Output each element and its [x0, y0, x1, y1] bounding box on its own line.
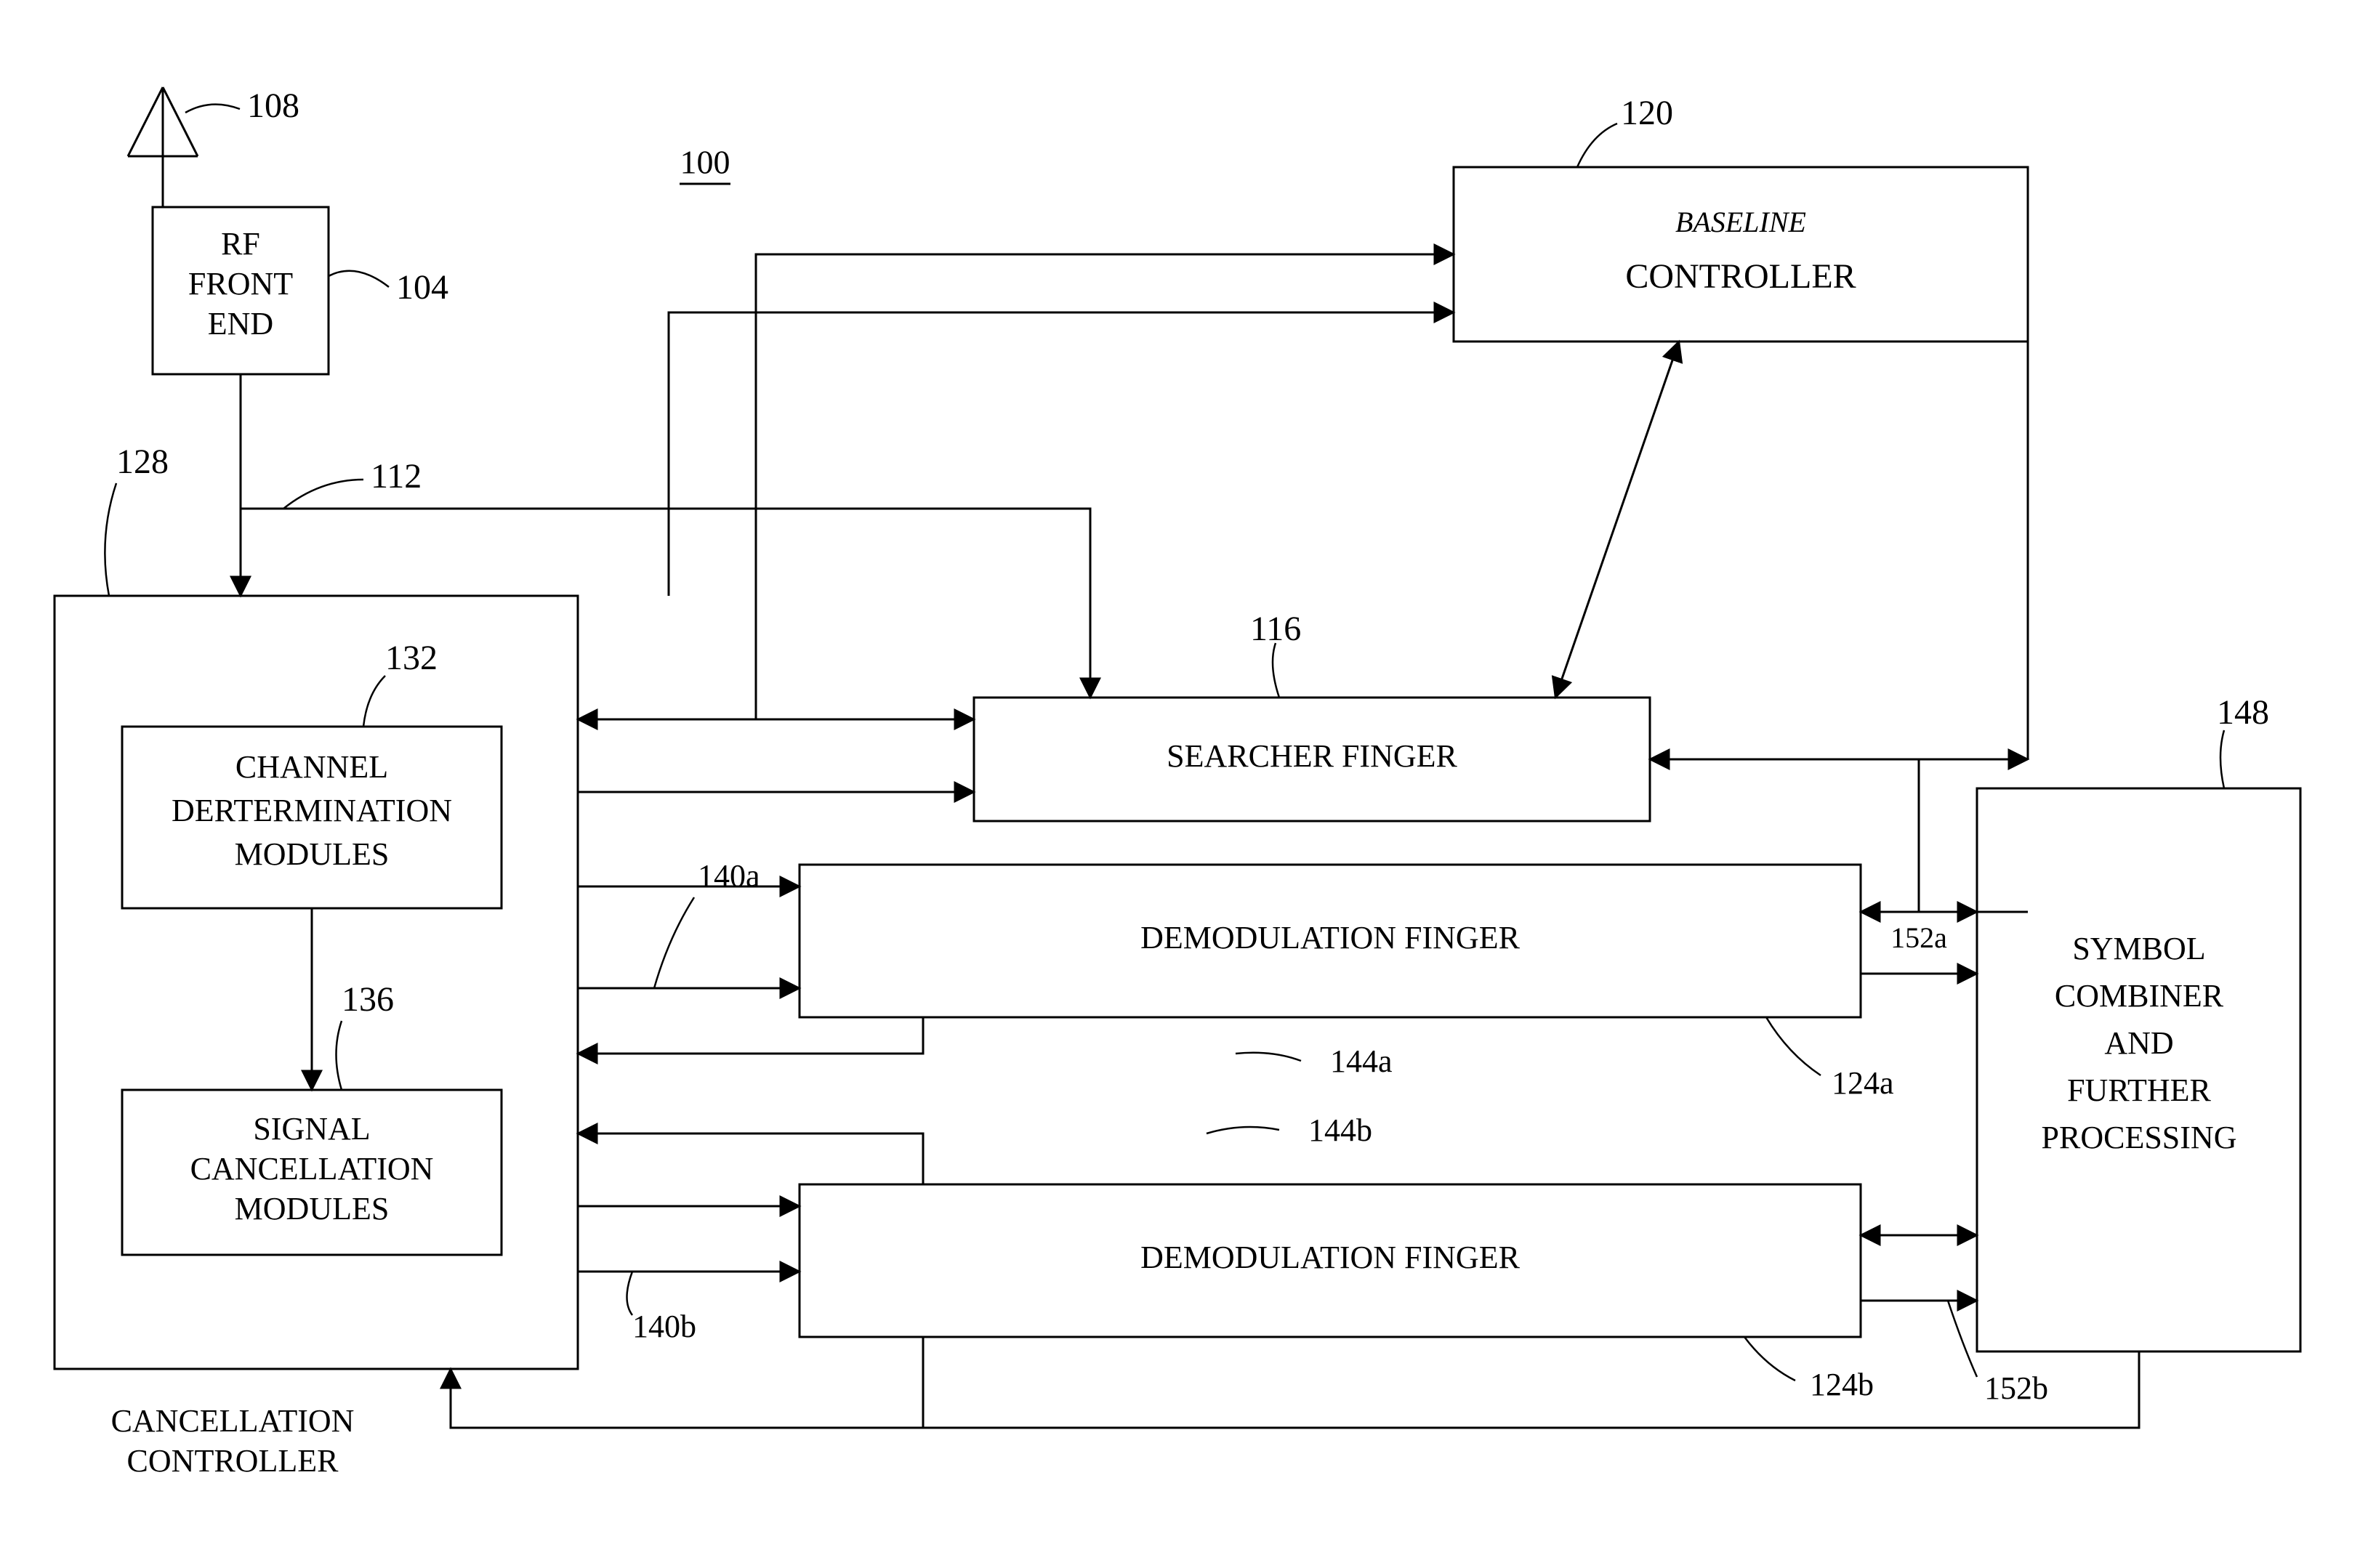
- block-diagram: RF FRONT END 100 BASELINE CONTROLLER CHA…: [0, 0, 2360, 1568]
- leader-144b: [1207, 1127, 1279, 1133]
- cancellation-controller-block: CHANNEL DERTERMINATION MODULES SIGNAL CA…: [55, 596, 578, 1479]
- ref-120: 120: [1621, 94, 1673, 132]
- svg-text:AND: AND: [2104, 1025, 2173, 1061]
- ref-152a: 152a: [1890, 921, 1947, 954]
- signal-cancellation-block: SIGNAL CANCELLATION MODULES: [122, 1090, 502, 1255]
- rf-front-end-label-1: RF: [221, 226, 260, 262]
- arrow-ctrl-searcher-diag: [1555, 342, 1679, 698]
- ref-108: 108: [247, 86, 299, 125]
- svg-text:CHANNEL: CHANNEL: [235, 749, 388, 785]
- demodulation-finger-b-block: DEMODULATION FINGER: [800, 1184, 1861, 1337]
- baseline-print-label: CONTROLLER: [1625, 257, 1856, 296]
- leader-112: [283, 480, 363, 509]
- leader-128: [105, 483, 116, 596]
- arrow-144b: [578, 1133, 923, 1184]
- ref-136: 136: [342, 980, 394, 1019]
- ref-112: 112: [371, 457, 422, 496]
- rf-front-end-block: RF FRONT END: [153, 207, 329, 374]
- leader-140a: [654, 897, 694, 988]
- ref-124a: 124a: [1832, 1065, 1894, 1101]
- rf-front-end-label-3: END: [208, 306, 273, 342]
- leader-144a: [1236, 1053, 1301, 1061]
- leader-140b: [627, 1272, 633, 1315]
- leader-148: [2220, 730, 2224, 788]
- ref-140b: 140b: [632, 1309, 696, 1344]
- svg-text:DERTERMINATION: DERTERMINATION: [172, 793, 452, 828]
- baseline-controller-block: BASELINE CONTROLLER: [1454, 167, 2028, 342]
- svg-text:PROCESSING: PROCESSING: [2042, 1120, 2237, 1155]
- arrow-144a: [578, 1017, 923, 1054]
- figure-number: 100: [680, 144, 730, 184]
- arrow-feedback: [451, 1351, 2139, 1428]
- leader-108: [185, 105, 240, 113]
- svg-text:SEARCHER FINGER: SEARCHER FINGER: [1167, 738, 1457, 774]
- cancellation-controller-caption-1: CANCELLATION: [111, 1403, 355, 1439]
- arrow-cc-to-ctrl: [669, 312, 1454, 596]
- svg-text:CANCELLATION: CANCELLATION: [190, 1151, 434, 1187]
- ref-116: 116: [1250, 610, 1301, 648]
- svg-text:DEMODULATION FINGER: DEMODULATION FINGER: [1140, 920, 1521, 955]
- rf-front-end-label-2: FRONT: [188, 266, 293, 302]
- leader-120: [1577, 124, 1617, 167]
- leader-104: [329, 271, 389, 287]
- svg-text:SYMBOL: SYMBOL: [2072, 931, 2205, 966]
- ref-124b: 124b: [1810, 1367, 1874, 1402]
- ref-140a: 140a: [698, 858, 760, 894]
- leader-116: [1273, 643, 1279, 698]
- leader-124a: [1766, 1017, 1821, 1075]
- arrow-searcherline-to-ctrl: [756, 254, 1454, 719]
- svg-text:COMBINER: COMBINER: [2055, 978, 2224, 1014]
- ref-144a: 144a: [1330, 1043, 1393, 1079]
- leader-124b: [1744, 1337, 1795, 1381]
- svg-text:DEMODULATION FINGER: DEMODULATION FINGER: [1140, 1240, 1521, 1275]
- svg-text:MODULES: MODULES: [235, 1191, 390, 1226]
- symbol-combiner-block: SYMBOL COMBINER AND FURTHER PROCESSING: [1977, 788, 2300, 1351]
- baseline-hand-label: BASELINE: [1675, 206, 1806, 238]
- antenna-icon: [128, 87, 198, 207]
- searcher-finger-block: SEARCHER FINGER: [974, 698, 1650, 821]
- svg-text:MODULES: MODULES: [235, 836, 390, 872]
- demodulation-finger-a-block: DEMODULATION FINGER: [800, 865, 1861, 1017]
- svg-text:100: 100: [680, 144, 730, 181]
- ref-104: 104: [396, 268, 448, 307]
- ref-132: 132: [385, 639, 438, 677]
- cancellation-controller-caption-2: CONTROLLER: [127, 1443, 339, 1479]
- ref-152b: 152b: [1984, 1370, 2048, 1406]
- svg-text:FURTHER: FURTHER: [2067, 1072, 2211, 1108]
- ref-144b: 144b: [1308, 1112, 1372, 1148]
- ref-128: 128: [116, 442, 169, 481]
- svg-text:SIGNAL: SIGNAL: [253, 1111, 370, 1147]
- ref-148: 148: [2217, 693, 2269, 732]
- leader-152b: [1948, 1301, 1977, 1377]
- channel-determination-block: CHANNEL DERTERMINATION MODULES: [122, 727, 502, 908]
